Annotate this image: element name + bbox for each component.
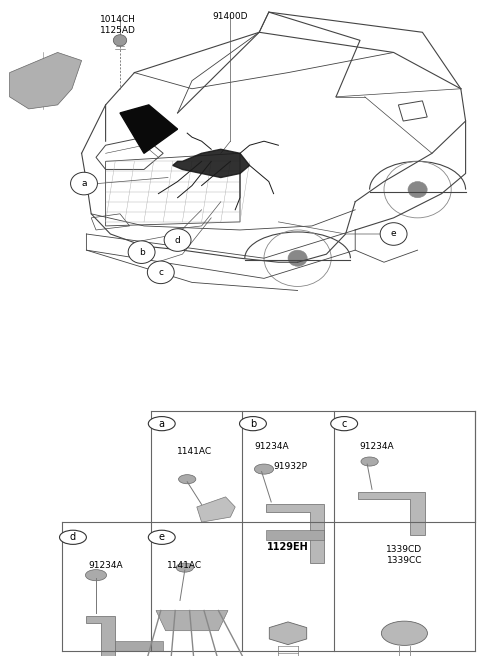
Polygon shape [266,504,324,563]
Text: 91234A: 91234A [88,561,123,569]
Circle shape [288,250,307,266]
Circle shape [71,173,97,195]
Text: 91234A: 91234A [254,442,288,451]
Polygon shape [115,641,163,651]
Circle shape [331,417,358,431]
Circle shape [179,475,196,483]
Text: 1141AC: 1141AC [177,447,212,456]
Circle shape [176,563,193,572]
Text: 91400D: 91400D [213,12,248,21]
Text: a: a [159,419,165,428]
Circle shape [240,417,266,431]
Text: d: d [70,532,76,543]
Circle shape [254,464,274,474]
Polygon shape [156,611,228,631]
Text: a: a [81,179,87,188]
Circle shape [408,182,427,197]
Text: e: e [391,230,396,239]
Polygon shape [266,530,324,540]
Text: 91234A: 91234A [360,442,394,451]
Circle shape [60,530,86,544]
Text: e: e [159,532,165,543]
Text: d: d [175,236,180,245]
Polygon shape [197,497,235,522]
Text: c: c [341,419,347,428]
Polygon shape [86,615,115,656]
Text: c: c [158,268,163,277]
Polygon shape [10,52,82,109]
Circle shape [148,417,175,431]
Circle shape [85,569,107,581]
Polygon shape [358,492,425,535]
Text: b: b [139,248,144,256]
Polygon shape [269,622,307,645]
Text: 1014CH
1125AD: 1014CH 1125AD [100,15,135,35]
Text: b: b [250,419,256,428]
Text: 1339CD
1339CC: 1339CD 1339CC [386,544,422,565]
Circle shape [147,261,174,283]
Text: 1129EH: 1129EH [267,543,309,552]
Circle shape [381,621,428,646]
Circle shape [164,229,191,251]
Circle shape [128,241,155,264]
Polygon shape [120,105,178,154]
Polygon shape [173,150,250,178]
Circle shape [361,457,378,466]
Text: 1141AC: 1141AC [167,561,203,569]
Text: 91932P: 91932P [274,462,307,471]
Circle shape [148,530,175,544]
Circle shape [380,222,407,245]
Circle shape [113,35,127,46]
